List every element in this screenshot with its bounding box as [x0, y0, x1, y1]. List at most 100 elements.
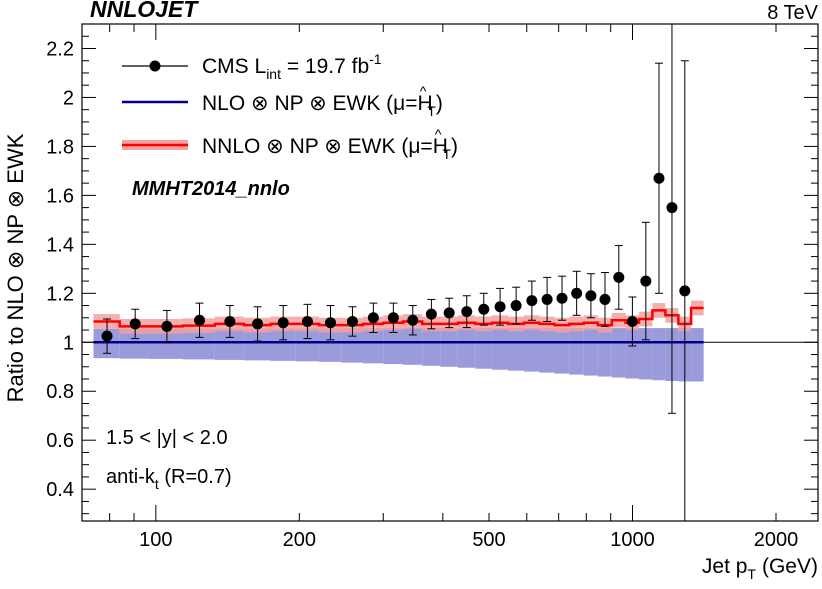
data-point [599, 293, 611, 305]
nlo-band-bin [507, 328, 524, 371]
x-axis-label-main: Jet p [702, 555, 748, 578]
nlo-band-bin [691, 328, 704, 382]
legend-cms-rest: = 19.7 fb [281, 55, 369, 78]
legend-cms-sup: -1 [369, 51, 382, 67]
legend-nnlo-text: NNLO ⊗ NP ⊗ EWK (μ= [202, 135, 433, 158]
data-point [541, 293, 553, 305]
legend-nlo-mu: H [418, 92, 433, 115]
x-axis-label-unit: (GeV) [762, 555, 818, 578]
jet-algorithm-rest: (R=0.7) [159, 466, 232, 488]
data-point [526, 295, 538, 307]
y-tick-label: 2.2 [46, 38, 74, 60]
data-point [443, 307, 455, 319]
data-point [585, 290, 597, 302]
nlo-band-bin [402, 328, 423, 365]
data-point [510, 300, 522, 312]
data-point [425, 308, 437, 320]
y-tick-label: 1.6 [46, 185, 74, 207]
legend-nlo-close: ) [436, 92, 443, 115]
data-point [571, 287, 583, 299]
nlo-band-bin [539, 328, 555, 373]
data-point [277, 317, 289, 329]
x-tick-label: 1000 [610, 529, 655, 551]
nlo-band-bin [295, 328, 320, 362]
y-tick-label: 0.6 [46, 430, 74, 452]
data-point [666, 202, 678, 214]
legend-nnlo-label: NNLO ⊗ NP ⊗ EWK (μ=H^T) [202, 126, 458, 162]
nlo-band-bin [611, 328, 626, 378]
data-point [387, 312, 399, 324]
nlo-band-bin [569, 328, 584, 375]
y-tick-label: 1.4 [46, 234, 74, 256]
plot-frame [81, 23, 819, 522]
nlo-band-bin [119, 328, 150, 359]
legend-nlo-hat: ^ [420, 83, 427, 99]
y-axis-ticks: 0.4 0.6 0.8 1 1.2 1.4 1.6 1.8 2 2.2 [46, 23, 818, 515]
legend-nlo-label: NLO ⊗ NP ⊗ EWK (μ=H^T) [202, 83, 443, 119]
data-point [653, 172, 665, 184]
jet-algorithm-text: anti-k [106, 466, 156, 488]
nlo-band-bin [319, 328, 342, 362]
data-point [324, 317, 336, 329]
nlo-band-bin [341, 328, 363, 363]
data-point [626, 315, 638, 327]
data-point [478, 303, 490, 315]
nlo-band-bin [362, 328, 384, 364]
data-point [101, 330, 113, 342]
nlo-band-bin [583, 328, 598, 376]
header-energy: 8 TeV [767, 2, 818, 24]
data-points-layer [101, 24, 691, 521]
data-point [461, 306, 473, 318]
nlo-band-bin [182, 328, 215, 360]
x-tick-label: 200 [283, 529, 316, 551]
legend-nlo-text: NLO ⊗ NP ⊗ EWK (μ= [202, 92, 418, 115]
data-point [556, 292, 568, 304]
nlo-band-bin [625, 328, 640, 379]
nlo-band-bin [149, 328, 183, 359]
x-axis-label-sub: T [747, 566, 756, 582]
rapidity-annotation: 1.5 < |y| < 2.0 [106, 427, 228, 449]
nlo-band-bin [457, 328, 476, 368]
nlo-band-bin [597, 328, 612, 377]
nlo-band-bin [491, 328, 508, 370]
x-tick-label: 500 [472, 529, 505, 551]
legend-cms-text: CMS L [202, 55, 266, 78]
legend-nnlo-mu: H [433, 135, 448, 158]
x-tick-label: 100 [139, 529, 172, 551]
y-tick-label: 1.8 [46, 136, 74, 158]
legend-nnlo-sub: T [442, 146, 451, 162]
data-point [129, 318, 141, 330]
y-tick-label: 0.4 [46, 479, 74, 501]
legend-nnlo-hat: ^ [435, 126, 442, 142]
nlo-band-bin [554, 328, 570, 374]
legend-cms-marker [149, 60, 161, 72]
x-axis-ticks: 100 200 500 1000 2000 [81, 24, 799, 551]
data-point [161, 320, 173, 332]
data-point [252, 318, 264, 330]
nlo-band-bin [475, 328, 492, 369]
y-tick-label: 0.8 [46, 381, 74, 403]
data-point [407, 314, 419, 326]
data-point [640, 275, 652, 287]
legend-cms-label: CMS Lint = 19.7 fb-1 [202, 51, 382, 82]
data-point [494, 301, 506, 313]
legend-nnlo-close: ) [451, 135, 458, 158]
x-tick-label: 2000 [754, 529, 799, 551]
nlo-band-bin [383, 328, 403, 365]
jet-algorithm-annotation: anti-kt (R=0.7) [106, 466, 232, 492]
data-point [194, 314, 206, 326]
nlo-band-bin [523, 328, 540, 372]
pdf-label: MMHT2014_nnlo [132, 178, 290, 200]
legend-nlo-sub: T [427, 103, 436, 119]
nnlo-central-line [93, 306, 704, 328]
data-point [613, 271, 625, 283]
header-nnlojet: NNLOJET [90, 0, 199, 22]
data-point [679, 285, 691, 297]
jet-algorithm-sub: t [155, 476, 159, 492]
y-axis-label: Ratio to NLO ⊗ NP ⊗ EWK [3, 133, 28, 402]
nlo-band-bin [440, 328, 458, 367]
lines-layer [82, 306, 818, 344]
y-tick-label: 2 [63, 87, 74, 109]
